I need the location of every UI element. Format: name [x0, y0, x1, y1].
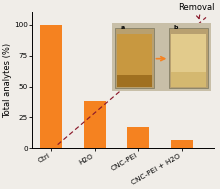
- Bar: [171, 140, 193, 148]
- Bar: [40, 25, 62, 148]
- Y-axis label: Total analytes (%): Total analytes (%): [4, 43, 13, 118]
- Bar: [84, 101, 106, 148]
- Bar: [127, 127, 149, 148]
- Text: Removal: Removal: [178, 3, 214, 19]
